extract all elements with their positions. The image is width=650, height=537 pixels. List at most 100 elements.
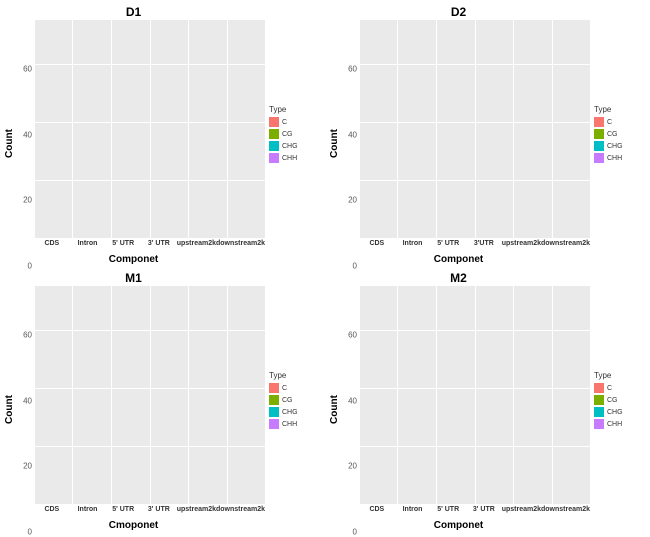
x-axis-label: Cmoponet	[0, 520, 267, 531]
panel-m1: M1Count0204060CDSIntron5' UTR3' UTRupstr…	[0, 266, 325, 532]
legend-label: C	[282, 119, 287, 126]
plot-area	[34, 286, 265, 504]
legend-item: CHH	[269, 419, 323, 429]
legend-swatch	[594, 153, 604, 163]
legend-item: CHH	[594, 419, 648, 429]
legend-label: CHH	[282, 421, 297, 428]
legend-title: Type	[269, 371, 323, 380]
y-tick: 40	[348, 130, 357, 139]
panel-title: M2	[327, 270, 590, 286]
gridline-v	[265, 286, 266, 504]
y-tick: 20	[23, 462, 32, 471]
legend-item: CHG	[594, 141, 648, 151]
panel-title: D1	[2, 4, 265, 20]
legend-swatch	[594, 117, 604, 127]
legend-label: CHG	[607, 409, 623, 416]
legend-label: C	[282, 385, 287, 392]
legend: Type C CG CHG CHH	[265, 4, 323, 266]
y-axis-label: Count	[2, 286, 16, 532]
legend: Type C CG CHG CHH	[590, 4, 648, 266]
bars-container	[359, 286, 590, 504]
legend-swatch	[269, 395, 279, 405]
bars-container	[34, 20, 265, 238]
legend-swatch	[269, 153, 279, 163]
legend-label: CHG	[607, 143, 623, 150]
y-tick: 40	[348, 396, 357, 405]
legend-label: CHG	[282, 143, 298, 150]
legend-item: CHH	[269, 153, 323, 163]
y-tick: 40	[23, 130, 32, 139]
gridline	[359, 238, 590, 239]
legend-item: CHH	[594, 153, 648, 163]
legend-title: Type	[594, 371, 648, 380]
legend-swatch	[594, 129, 604, 139]
bars-container	[359, 20, 590, 238]
legend-label: CHH	[607, 155, 622, 162]
plot-area	[359, 20, 590, 238]
panel-title: M1	[2, 270, 265, 286]
legend-label: CG	[607, 397, 618, 404]
legend-swatch	[269, 383, 279, 393]
gridline	[34, 504, 265, 505]
plot-area	[359, 286, 590, 504]
legend-swatch	[594, 141, 604, 151]
plot-area	[34, 20, 265, 238]
legend-swatch	[269, 117, 279, 127]
x-axis-label: Componet	[325, 254, 592, 265]
y-axis: 0204060	[341, 20, 359, 266]
legend-item: CG	[594, 395, 648, 405]
gridline-v	[590, 286, 591, 504]
y-tick: 40	[23, 396, 32, 405]
y-axis-label: Count	[327, 20, 341, 266]
legend-label: C	[607, 119, 612, 126]
x-axis-label: Componet	[325, 520, 592, 531]
legend-item: C	[269, 383, 323, 393]
panel-m2: M2Count0204060CDSIntron5' UTR3' UTRupstr…	[325, 266, 650, 532]
y-axis-label: Count	[327, 286, 341, 532]
legend-swatch	[269, 141, 279, 151]
panel-title: D2	[327, 4, 590, 20]
legend-label: CG	[607, 131, 618, 138]
legend-swatch	[269, 129, 279, 139]
legend-item: CG	[269, 129, 323, 139]
legend-item: CHG	[269, 407, 323, 417]
legend-swatch	[269, 419, 279, 429]
bars-container	[34, 286, 265, 504]
legend-item: CHG	[594, 407, 648, 417]
legend-label: CG	[282, 131, 293, 138]
legend: Type C CG CHG CHH	[265, 270, 323, 532]
gridline	[359, 504, 590, 505]
figure-grid: D1Count0204060CDSIntron5' UTR3' UTRupstr…	[0, 0, 650, 532]
legend-label: CHG	[282, 409, 298, 416]
y-tick: 20	[348, 196, 357, 205]
panel-d1: D1Count0204060CDSIntron5' UTR3' UTRupstr…	[0, 0, 325, 266]
legend: Type C CG CHG CHH	[590, 270, 648, 532]
y-axis: 0204060	[341, 286, 359, 532]
y-tick: 60	[23, 331, 32, 340]
y-axis-label: Count	[2, 20, 16, 266]
y-axis: 0204060	[16, 286, 34, 532]
y-tick: 20	[348, 462, 357, 471]
gridline-v	[590, 20, 591, 238]
legend-item: CHG	[269, 141, 323, 151]
legend-swatch	[594, 383, 604, 393]
y-tick: 60	[348, 65, 357, 74]
y-tick: 60	[23, 65, 32, 74]
y-tick: 20	[23, 196, 32, 205]
x-axis-label: Componet	[0, 254, 267, 265]
gridline	[34, 238, 265, 239]
legend-title: Type	[594, 105, 648, 114]
legend-item: CG	[269, 395, 323, 405]
legend-item: CG	[594, 129, 648, 139]
legend-swatch	[269, 407, 279, 417]
gridline-v	[265, 20, 266, 238]
y-axis: 0204060	[16, 20, 34, 266]
legend-label: C	[607, 385, 612, 392]
legend-swatch	[594, 419, 604, 429]
legend-title: Type	[269, 105, 323, 114]
legend-label: CHH	[282, 155, 297, 162]
y-tick: 60	[348, 331, 357, 340]
legend-label: CG	[282, 397, 293, 404]
legend-label: CHH	[607, 421, 622, 428]
legend-swatch	[594, 395, 604, 405]
